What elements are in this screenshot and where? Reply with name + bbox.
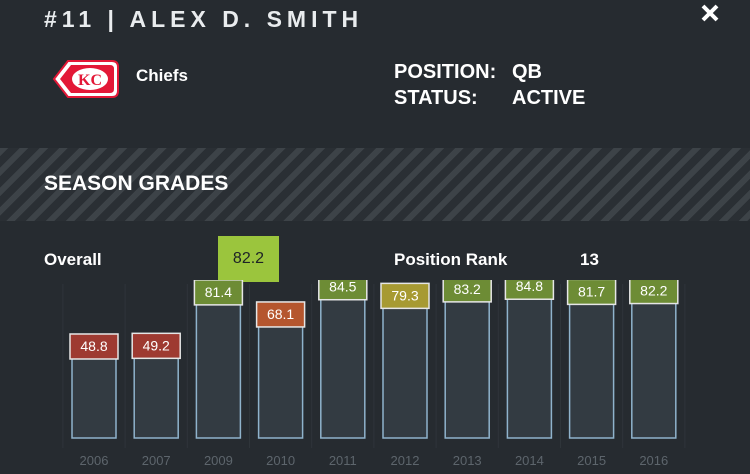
- season-grades-chart: 48.8 2006 49.2 2007 81.4 2009 68.1 2010 84.5 2011…: [62, 280, 686, 468]
- grade-label-box: [442, 280, 492, 303]
- grade-label-box: [255, 301, 306, 328]
- grade-bar[interactable]: [133, 355, 179, 439]
- close-button[interactable]: [696, 0, 724, 28]
- grade-label: 81.7: [578, 283, 605, 299]
- grade-label: 48.8: [80, 338, 107, 354]
- grade-bar[interactable]: [257, 324, 304, 439]
- grade-label-box: [131, 332, 181, 360]
- grade-label: 83.2: [454, 281, 481, 297]
- season-year-label: 2010: [266, 453, 295, 468]
- season-year-label: 2016: [639, 453, 668, 468]
- player-title: #11 | ALEX D. SMITH: [44, 6, 364, 32]
- grade-label: 81.4: [205, 284, 232, 300]
- grade-label-box: [69, 333, 119, 360]
- season-year-label: 2011: [329, 453, 357, 468]
- grade-bar[interactable]: [195, 302, 242, 439]
- grade-label-box: [504, 280, 555, 300]
- overall-label: Overall: [44, 250, 102, 269]
- overall-grade-badge: 82.2: [218, 236, 279, 282]
- grade-label: 68.1: [267, 306, 294, 322]
- logo-letters: KC: [78, 72, 102, 89]
- section-title: SEASON GRADES: [44, 172, 229, 195]
- section-header-band: [0, 148, 750, 221]
- grade-bar[interactable]: [506, 296, 553, 439]
- season-year-label: 2007: [142, 453, 171, 468]
- grade-bar[interactable]: [320, 296, 366, 439]
- grade-bar[interactable]: [382, 305, 428, 439]
- position-row: POSITION: QB: [394, 61, 542, 84]
- grade-label: 79.3: [391, 287, 418, 303]
- grade-label: 84.8: [516, 280, 543, 294]
- grade-bar[interactable]: [568, 301, 615, 439]
- position-label: POSITION:: [394, 61, 497, 83]
- grade-label-box: [629, 280, 679, 305]
- close-icon: [701, 4, 719, 22]
- grade-bar[interactable]: [631, 300, 677, 439]
- status-row: STATUS: ACTIVE: [394, 87, 585, 110]
- grade-label-box: [380, 282, 430, 310]
- status-value: ACTIVE: [512, 87, 586, 109]
- grade-label: 84.5: [329, 280, 356, 295]
- status-label: STATUS:: [394, 87, 478, 109]
- position-value: QB: [512, 61, 542, 83]
- season-year-label: 2006: [80, 453, 109, 468]
- grade-label-box: [566, 280, 617, 306]
- team-name: Chiefs: [136, 66, 188, 85]
- grade-label-box: [318, 280, 368, 301]
- season-year-label: 2012: [391, 453, 420, 468]
- grade-bar[interactable]: [71, 356, 117, 439]
- chiefs-arrowhead-logo: KC: [52, 57, 120, 101]
- season-year-label: 2014: [515, 453, 544, 468]
- grade-label: 82.2: [640, 283, 667, 299]
- position-rank-value: 13: [580, 250, 599, 269]
- grade-bar[interactable]: [444, 299, 490, 439]
- grade-label: 49.2: [143, 337, 170, 353]
- season-year-label: 2015: [577, 453, 606, 468]
- season-year-label: 2009: [204, 453, 233, 468]
- season-year-label: 2013: [453, 453, 482, 468]
- grade-label-box: [193, 280, 244, 306]
- position-rank-label: Position Rank: [394, 250, 508, 269]
